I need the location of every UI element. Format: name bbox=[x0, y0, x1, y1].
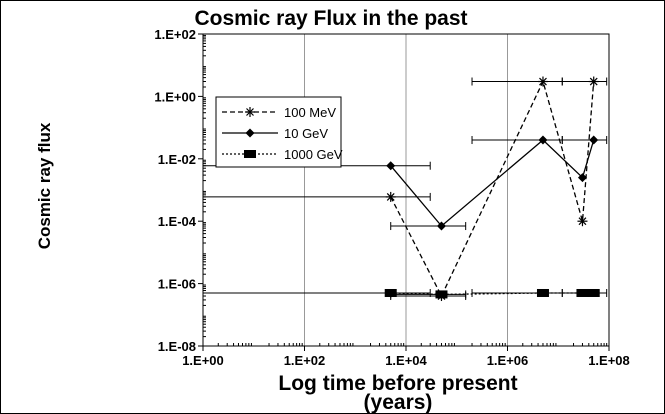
y-axis-label: Cosmic ray flux bbox=[35, 122, 54, 249]
data-point-1000-gev bbox=[536, 288, 549, 297]
data-point-100-mev bbox=[588, 76, 599, 87]
x-tick-label: 1.E+08 bbox=[588, 353, 630, 368]
series-lines bbox=[390, 79, 595, 298]
data-point-10-gev bbox=[436, 221, 446, 231]
y-tick-label: 1.E-06 bbox=[158, 277, 196, 292]
legend-box bbox=[215, 96, 342, 168]
data-point-10-gev bbox=[538, 135, 548, 145]
x-tick-label: 1.E+02 bbox=[284, 353, 326, 368]
legend-swatch-marker-1000-gev bbox=[244, 150, 256, 158]
data-point-100-mev bbox=[577, 216, 588, 227]
legend-label-1000-gev: 1000 GeV bbox=[284, 147, 343, 162]
legend-swatch-marker-100-mev bbox=[245, 107, 255, 117]
x-axis-label-line-2: (years) bbox=[364, 391, 433, 414]
y-tick-label: 1.E+02 bbox=[154, 27, 196, 42]
legend-label-10-gev: 10 GeV bbox=[284, 126, 328, 141]
x-tick-label: 1.E+00 bbox=[182, 353, 224, 368]
series-markers bbox=[384, 76, 600, 302]
chart-title: Cosmic ray Flux in the past bbox=[194, 7, 467, 30]
data-point-1000-gev bbox=[587, 288, 600, 297]
y-tick-label: 1.E-02 bbox=[158, 152, 196, 167]
y-tick-label: 1.E-04 bbox=[158, 214, 197, 229]
y-tick-label: 1.E+00 bbox=[154, 89, 196, 104]
legend-label-100-mev: 100 MeV bbox=[284, 105, 336, 120]
y-tick-label: 1.E-08 bbox=[158, 339, 196, 354]
data-point-10-gev bbox=[589, 135, 599, 145]
grid bbox=[202, 34, 610, 346]
data-point-1000-gev bbox=[435, 290, 448, 299]
axes: 1.E+00 1.E+02 1.E+04 1.E+06 1.E+08 1.E+02 1.E+… bbox=[154, 27, 629, 368]
legend: 100 MeV 10 GeV 1000 GeV bbox=[215, 96, 343, 168]
data-point-1000-gev bbox=[576, 288, 589, 297]
x-tick-label: 1.E+04 bbox=[385, 353, 427, 368]
data-point-100-mev bbox=[385, 191, 396, 202]
legend-swatch-marker-10-gev bbox=[245, 128, 255, 138]
data-point-10-gev bbox=[577, 173, 587, 183]
x-tick-label: 1.E+06 bbox=[487, 353, 529, 368]
data-point-1000-gev bbox=[384, 288, 397, 297]
data-point-10-gev bbox=[386, 161, 396, 171]
series-line-100-mev bbox=[390, 79, 595, 298]
x-axis-label-line-1: Log time before present bbox=[278, 372, 517, 395]
series-line-10-gev bbox=[390, 139, 595, 227]
data-point-100-mev bbox=[537, 76, 548, 87]
